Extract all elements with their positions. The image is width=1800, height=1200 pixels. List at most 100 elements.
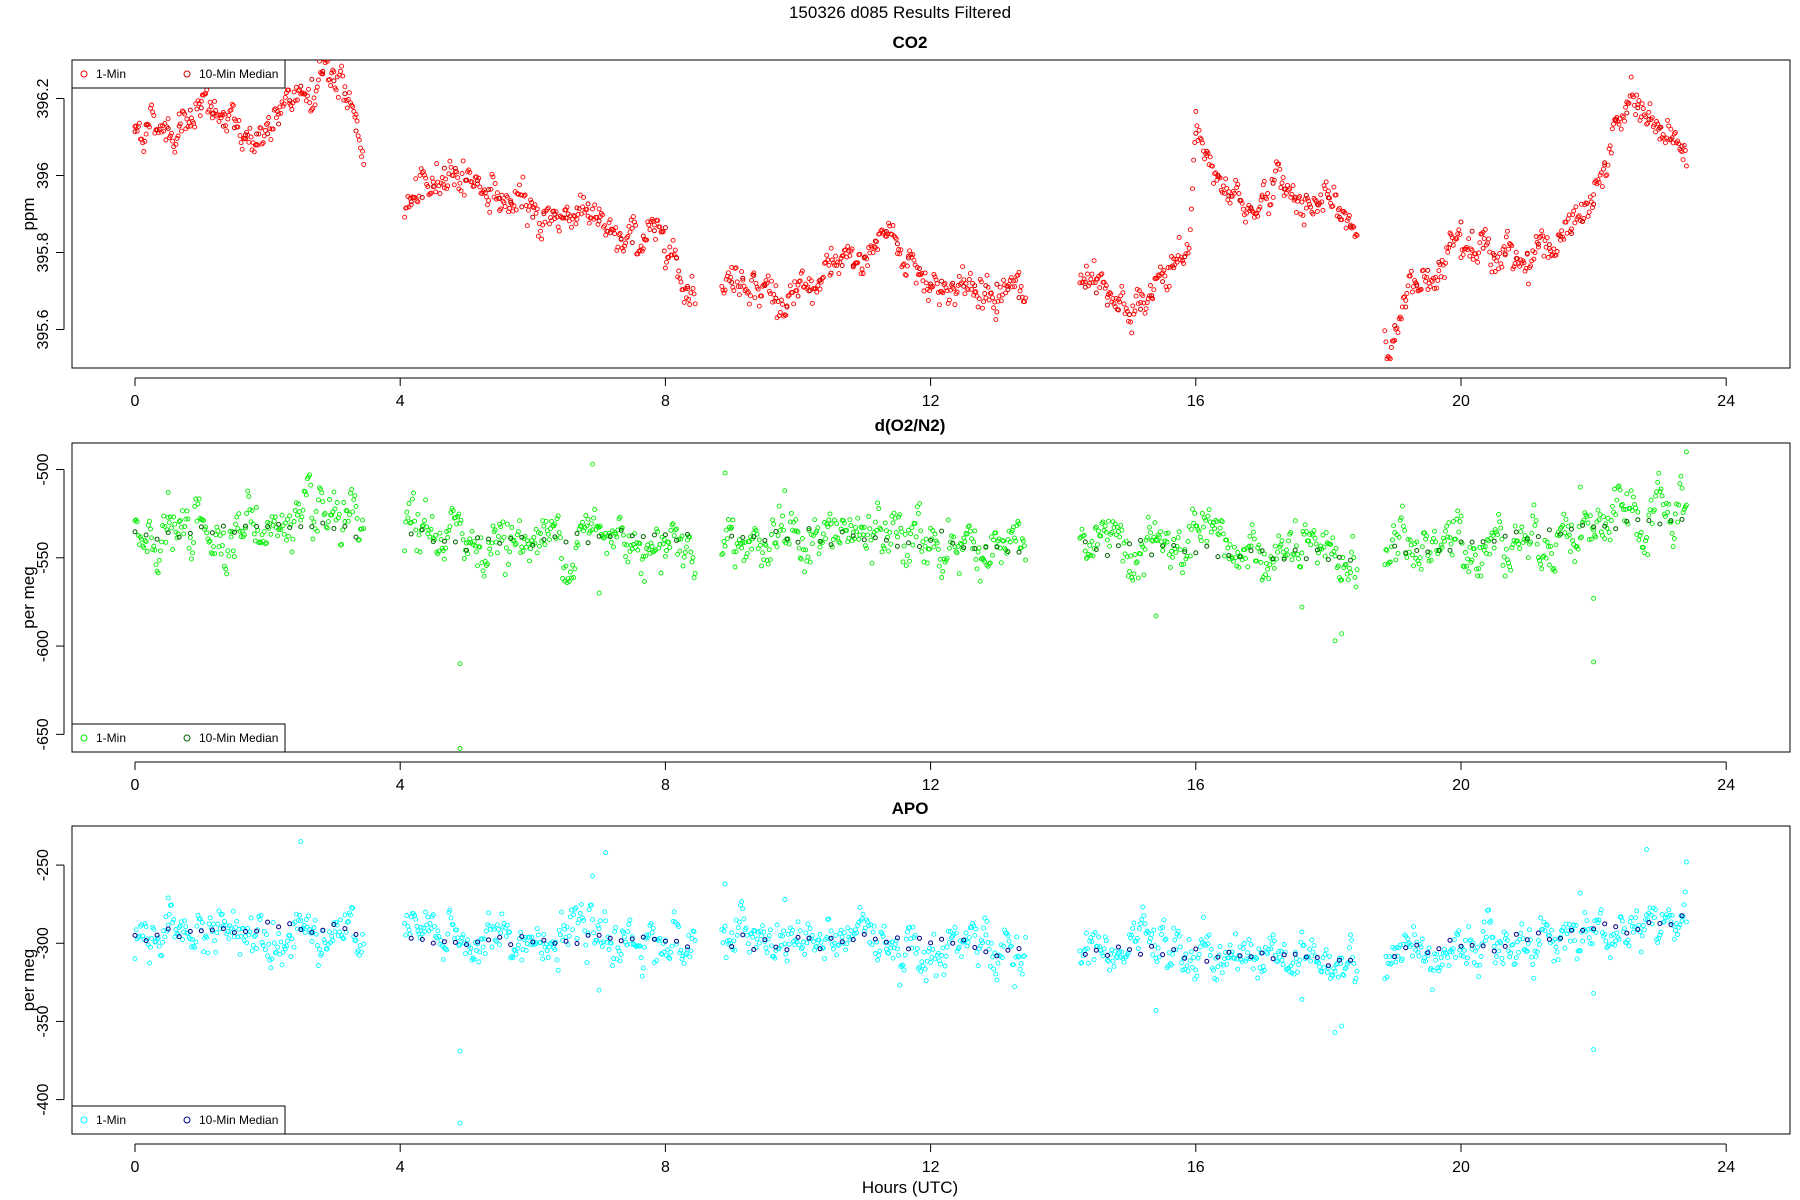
point-1min <box>1461 564 1467 570</box>
point-median <box>1104 952 1110 958</box>
point-1min <box>638 243 644 249</box>
point-median <box>1248 205 1254 211</box>
point-1min <box>1430 536 1436 542</box>
point-median <box>1458 539 1464 545</box>
point-1min <box>1578 201 1584 207</box>
point-1min <box>594 937 600 943</box>
point-1min <box>667 244 673 250</box>
point-1min <box>477 544 483 550</box>
point-1min <box>1176 933 1182 939</box>
point-1min <box>308 482 314 488</box>
point-1min <box>836 539 842 545</box>
point-1min <box>982 559 988 565</box>
point-1min <box>881 229 887 235</box>
point-1min <box>762 939 768 945</box>
point-1min <box>1164 539 1170 545</box>
point-1min <box>306 913 311 919</box>
point-outlier <box>1591 595 1597 601</box>
point-1min <box>1018 283 1024 289</box>
point-1min <box>1593 929 1599 935</box>
point-1min <box>938 961 943 967</box>
point-1min <box>902 952 908 958</box>
point-1min <box>553 939 559 945</box>
x-tick-label: 24 <box>1717 393 1735 410</box>
point-median <box>1016 946 1022 952</box>
point-1min <box>1468 246 1474 252</box>
point-1min <box>1658 929 1664 935</box>
point-1min <box>1675 138 1681 144</box>
point-1min <box>851 536 857 541</box>
point-1min <box>769 943 774 949</box>
point-1min <box>254 505 259 510</box>
point-1min <box>254 945 259 951</box>
point-1min <box>1314 560 1320 566</box>
point-1min <box>1282 949 1288 955</box>
point-1min <box>1490 532 1496 538</box>
point-1min <box>172 521 178 527</box>
point-1min <box>1667 912 1673 918</box>
chart-title: APO <box>892 799 929 818</box>
point-1min <box>1015 272 1021 278</box>
point-1min <box>1603 173 1609 179</box>
point-1min <box>529 200 535 205</box>
point-1min <box>1657 488 1663 494</box>
point-1min <box>1483 934 1489 940</box>
point-1min <box>1640 923 1646 928</box>
point-1min <box>255 142 261 148</box>
point-1min <box>1469 557 1475 563</box>
point-1min <box>840 518 846 524</box>
point-1min <box>1457 231 1463 237</box>
point-outlier <box>1339 631 1345 637</box>
point-outlier <box>1577 890 1583 896</box>
point-1min <box>952 544 958 550</box>
point-1min <box>1516 541 1521 547</box>
point-1min <box>1217 525 1223 531</box>
point-1min <box>740 277 746 283</box>
point-1min <box>1141 300 1147 306</box>
point-1min <box>468 945 474 951</box>
point-median <box>662 532 668 538</box>
point-1min <box>425 914 431 920</box>
point-1min <box>930 946 936 952</box>
point-1min <box>482 951 488 957</box>
y-tick-label: -500 <box>35 453 52 485</box>
point-1min <box>1083 263 1089 269</box>
point-1min <box>574 216 580 222</box>
point-1min <box>1279 180 1285 186</box>
point-1min <box>783 951 789 957</box>
point-1min <box>1586 935 1592 941</box>
point-1min <box>230 103 236 108</box>
point-1min <box>148 526 153 532</box>
point-1min <box>846 535 852 541</box>
point-median <box>1160 543 1166 549</box>
point-1min <box>1333 545 1339 551</box>
point-1min <box>543 941 549 947</box>
point-1min <box>777 528 783 533</box>
point-1min <box>155 130 161 136</box>
point-1min <box>1546 562 1552 568</box>
point-1min <box>1445 534 1451 540</box>
point-median <box>596 932 602 938</box>
point-1min <box>237 528 243 534</box>
point-1min <box>1551 958 1557 964</box>
point-1min <box>1261 968 1267 973</box>
point-1min <box>963 281 969 287</box>
point-median <box>961 937 967 943</box>
point-1min <box>855 922 861 928</box>
point-1min <box>567 213 573 219</box>
point-outlier <box>590 873 595 879</box>
point-1min <box>1640 545 1646 550</box>
point-1min <box>266 941 272 947</box>
point-1min <box>780 301 785 307</box>
x-axis-label: Hours (UTC) <box>862 1178 958 1197</box>
point-1min <box>1185 250 1191 256</box>
point-median <box>1082 539 1088 545</box>
point-1min <box>1337 955 1342 961</box>
point-1min <box>1234 184 1240 190</box>
point-1min <box>287 513 293 519</box>
point-1min <box>1512 261 1518 266</box>
point-1min <box>822 260 827 266</box>
point-1min <box>1571 208 1577 214</box>
point-1min <box>244 511 250 516</box>
point-1min <box>519 192 525 198</box>
